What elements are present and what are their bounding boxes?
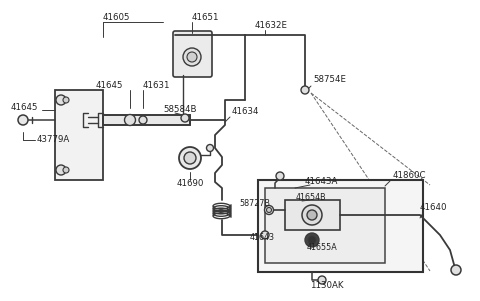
Text: 41860C: 41860C [393, 170, 427, 179]
Text: 41643A: 41643A [305, 176, 338, 185]
Text: 43779A: 43779A [37, 135, 70, 144]
Text: 41640: 41640 [420, 203, 447, 212]
Circle shape [63, 167, 69, 173]
Text: 41654B: 41654B [296, 193, 326, 201]
Bar [258, 180, 423, 272]
Bar [186, 148, 194, 158]
Text: 41690: 41690 [176, 178, 204, 188]
Text: 41651: 41651 [192, 13, 219, 21]
Text: 41645: 41645 [11, 103, 38, 111]
Circle shape [308, 236, 316, 244]
Circle shape [139, 116, 147, 124]
Circle shape [187, 52, 197, 62]
Circle shape [63, 97, 69, 103]
Circle shape [261, 231, 269, 239]
Circle shape [206, 144, 214, 151]
Circle shape [56, 95, 66, 105]
Text: 1130AK: 1130AK [310, 281, 344, 290]
Text: 41655A: 41655A [307, 244, 338, 253]
Text: 58754E: 58754E [313, 76, 346, 85]
Bar [265, 188, 385, 263]
Circle shape [264, 206, 274, 215]
Text: 41632E: 41632E [255, 20, 288, 29]
Bar [55, 90, 103, 180]
Circle shape [307, 210, 317, 220]
Text: 41634: 41634 [232, 107, 260, 116]
Circle shape [318, 276, 326, 284]
Circle shape [276, 172, 284, 180]
Circle shape [18, 115, 28, 125]
Circle shape [179, 147, 201, 169]
Text: 58727B: 58727B [239, 198, 270, 207]
Bar [103, 115, 190, 125]
Circle shape [181, 114, 189, 122]
Text: 41605: 41605 [103, 13, 131, 21]
Circle shape [301, 86, 309, 94]
Circle shape [183, 48, 201, 66]
Circle shape [56, 165, 66, 175]
Text: 41643: 41643 [250, 232, 275, 241]
Circle shape [266, 207, 272, 213]
Circle shape [302, 205, 322, 225]
Text: 41631: 41631 [143, 82, 170, 91]
Circle shape [305, 233, 319, 247]
Circle shape [184, 152, 196, 164]
FancyBboxPatch shape [173, 31, 212, 77]
Circle shape [124, 114, 135, 126]
Circle shape [451, 265, 461, 275]
Text: 58584B: 58584B [163, 105, 196, 114]
Text: 41645: 41645 [96, 82, 123, 91]
Bar [285, 200, 340, 230]
